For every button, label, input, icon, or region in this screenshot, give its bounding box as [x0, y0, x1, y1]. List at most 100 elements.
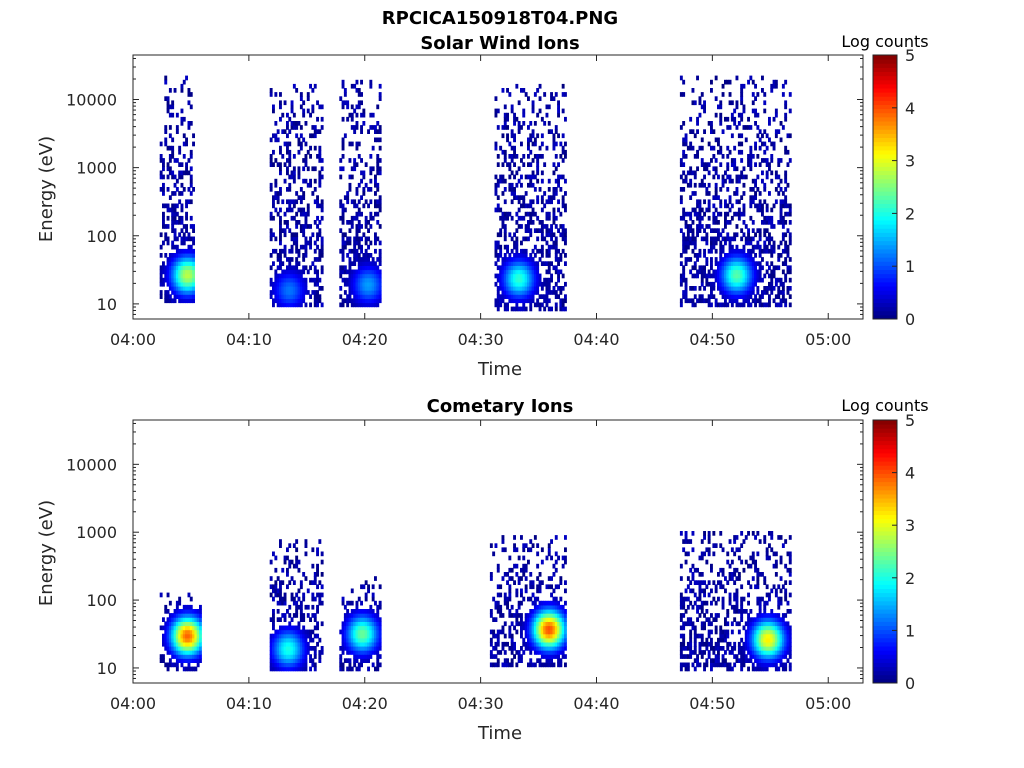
heatmap-cell — [682, 290, 686, 295]
heatmap-cell — [522, 248, 526, 254]
heatmap-cell — [501, 125, 505, 130]
heatmap-cell — [751, 154, 755, 159]
heatmap-cell — [166, 641, 170, 647]
heatmap-cell — [538, 641, 542, 647]
heatmap-cell — [561, 248, 565, 254]
heatmap-cell — [777, 191, 781, 196]
heatmap-cell — [185, 203, 188, 209]
heatmap-cell — [316, 244, 319, 250]
heatmap-cell — [533, 211, 537, 217]
heatmap-cell — [318, 253, 322, 258]
heatmap-cell — [376, 104, 380, 110]
heatmap-cell — [684, 154, 688, 159]
heatmap-cell — [717, 658, 720, 663]
heatmap-cell — [297, 195, 301, 200]
heatmap-cell — [343, 629, 347, 635]
colorbar-segment — [873, 220, 897, 225]
heatmap-cell — [357, 228, 361, 233]
heatmap-cell — [283, 658, 287, 663]
heatmap-cell — [292, 269, 296, 275]
heatmap-cell — [272, 104, 275, 110]
heatmap-cell — [717, 286, 720, 291]
heatmap-cell — [714, 543, 718, 548]
heatmap-cell — [735, 265, 739, 271]
heatmap-cell — [564, 617, 567, 622]
heatmap-cell — [768, 121, 771, 126]
heatmap-cell — [522, 277, 526, 283]
heatmap-cell — [279, 149, 282, 155]
heatmap-cell — [522, 547, 526, 553]
heatmap-cell — [302, 617, 306, 622]
heatmap-cell — [506, 88, 509, 93]
heatmap-cell — [357, 302, 361, 308]
heatmap-cell — [726, 662, 730, 668]
heatmap-cell — [369, 265, 373, 271]
heatmap-cell — [189, 617, 193, 622]
heatmap-cell — [274, 555, 278, 561]
heatmap-cell — [540, 244, 544, 250]
heatmap-cell — [376, 277, 380, 283]
heatmap-cell — [302, 277, 306, 283]
heatmap-cell — [552, 621, 556, 627]
colorbar-segment — [873, 224, 897, 229]
heatmap-cell — [696, 580, 699, 585]
heatmap-cell — [554, 629, 558, 635]
heatmap-cell — [682, 207, 686, 213]
heatmap-cell — [550, 555, 553, 561]
heatmap-cell — [182, 261, 186, 266]
heatmap-cell — [341, 145, 345, 151]
heatmap-cell — [533, 596, 537, 602]
heatmap-cell — [691, 625, 695, 631]
heatmap-cell — [286, 145, 289, 151]
heatmap-cell — [693, 286, 697, 291]
heatmap-cell — [279, 265, 282, 271]
heatmap-cell — [376, 625, 380, 631]
heatmap-cell — [693, 637, 697, 643]
heatmap-cell — [770, 277, 774, 283]
heatmap-cell — [489, 613, 493, 618]
heatmap-cell — [754, 108, 757, 114]
heatmap-cell — [376, 281, 380, 287]
heatmap-cell — [353, 617, 357, 622]
heatmap-cell — [510, 277, 514, 283]
heatmap-cell — [513, 261, 516, 266]
heatmap-cell — [180, 646, 184, 651]
heatmap-cell — [341, 100, 345, 106]
heatmap-cell — [714, 302, 718, 308]
colorbar-segment — [873, 137, 897, 143]
heatmap-cell — [529, 232, 533, 238]
heatmap-cell — [297, 261, 301, 266]
heatmap-cell — [742, 207, 746, 213]
heatmap-cell — [552, 604, 556, 610]
heatmap-cell — [299, 104, 303, 110]
heatmap-cell — [737, 133, 741, 139]
heatmap-cell — [503, 261, 507, 266]
heatmap-cell — [761, 141, 764, 147]
heatmap-cell — [364, 269, 368, 275]
heatmap-cell — [547, 600, 551, 606]
heatmap-cell — [524, 621, 528, 627]
heatmap-cell — [494, 112, 498, 118]
heatmap-cell — [763, 617, 767, 622]
heatmap-cell — [751, 220, 755, 225]
heatmap-cell — [348, 617, 352, 622]
heatmap-cell — [751, 199, 755, 205]
heatmap-cell — [192, 621, 195, 627]
heatmap-cell — [728, 277, 732, 283]
heatmap-cell — [494, 302, 498, 308]
heatmap-cell — [540, 609, 544, 614]
heatmap-cell — [274, 286, 278, 291]
heatmap-cell — [751, 633, 755, 639]
heatmap-cell — [693, 154, 697, 159]
heatmap-cell — [360, 92, 363, 97]
heatmap-cell — [357, 641, 361, 647]
heatmap-cell — [192, 257, 195, 262]
heatmap-cell — [717, 137, 720, 143]
heatmap-cell — [564, 191, 567, 196]
heatmap-cell — [302, 637, 306, 643]
heatmap-cell — [279, 588, 282, 594]
heatmap-cell — [182, 170, 186, 176]
heatmap-cell — [302, 646, 306, 651]
heatmap-cell — [313, 265, 317, 271]
heatmap-cell — [269, 633, 273, 639]
